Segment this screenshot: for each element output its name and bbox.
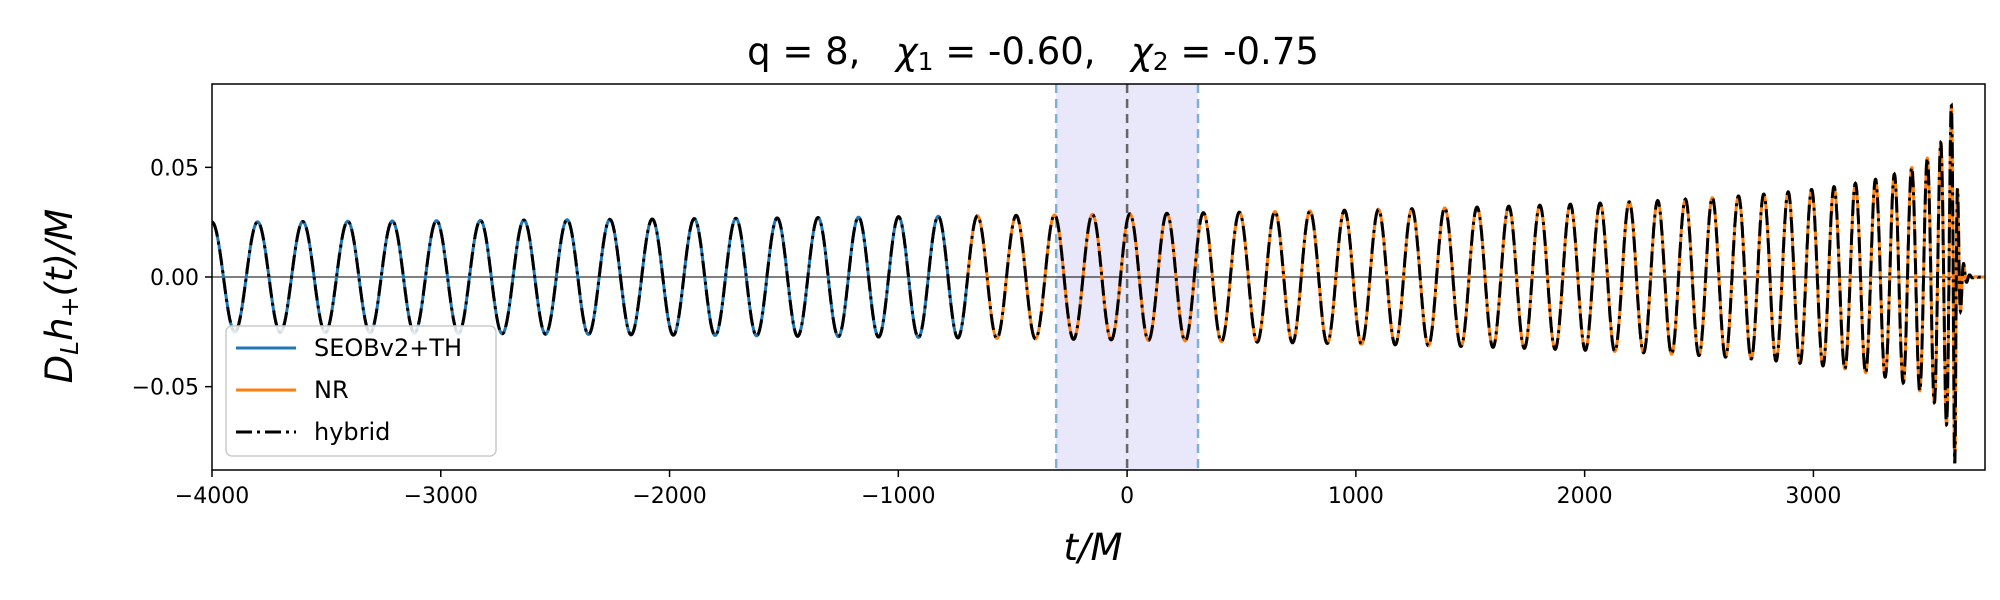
legend-label-seob: SEOBv2+TH [314, 334, 462, 362]
chart-title: q = 8, χ1 = -0.60, χ2 = -0.75 [747, 30, 1319, 76]
y-tick-label: 0.00 [150, 266, 199, 291]
legend: SEOBv2+TH NR hybrid [225, 325, 497, 457]
x-tick-label: 1000 [1328, 484, 1384, 509]
x-tick-label: −1000 [861, 484, 935, 509]
waveform-lines [212, 102, 1985, 464]
y-tick-label: 0.05 [150, 156, 199, 181]
y-tick-label: −0.05 [132, 376, 199, 401]
x-tick-label: 0 [1120, 484, 1134, 509]
x-tick-label: −4000 [175, 484, 249, 509]
series-hybrid-line [212, 102, 1985, 464]
y-axis-label: DLh+(t)/M [38, 209, 84, 384]
axes: −4000 −3000 −2000 −1000 0 1000 2000 3000 0.05 0.0… [132, 83, 1986, 509]
x-tick-label: 3000 [1785, 484, 1841, 509]
legend-box [225, 325, 497, 457]
legend-label-hybrid: hybrid [314, 418, 390, 446]
x-axis-label: t/M [1064, 526, 1123, 569]
x-tick-label: −3000 [404, 484, 478, 509]
legend-label-nr: NR [314, 376, 349, 404]
x-tick-label: −2000 [632, 484, 706, 509]
x-tick-label: 2000 [1557, 484, 1613, 509]
plot-area [212, 84, 1985, 470]
